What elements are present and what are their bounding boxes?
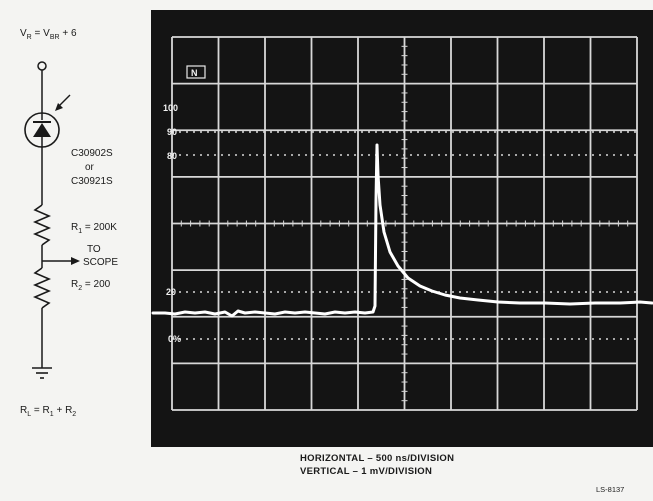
photodiode-icon <box>24 94 71 148</box>
axis-caption: HORIZONTAL – 500 ns/DIVISION VERTICAL – … <box>300 452 454 478</box>
scope-label-1: TO <box>87 244 101 255</box>
scope-badge: N <box>191 68 198 78</box>
r1-label: R1 = 200K <box>71 222 117 235</box>
label-100: 100 <box>163 103 178 113</box>
resistor-r1-icon <box>32 204 52 246</box>
label-20: 20 <box>166 287 176 297</box>
r2-label: R2 = 200 <box>71 279 111 292</box>
vertical-scale: VERTICAL – 1 mV/DIVISION <box>300 466 433 477</box>
signal-trace <box>151 143 653 318</box>
ground-icon <box>32 367 52 379</box>
device-part-2: C30921S <box>71 176 113 187</box>
label-90: 90 <box>167 127 177 137</box>
rl-equation: RL = R1 + R2 <box>20 405 76 418</box>
label-0: 0% <box>168 334 181 344</box>
circuit-schematic: VR = VBR + 6 C30902S or C30921S R1 = 200… <box>20 28 118 418</box>
scope-background <box>151 10 653 447</box>
scope-grid <box>171 36 638 411</box>
scope-badge-box <box>186 65 206 79</box>
device-or: or <box>85 162 95 173</box>
figure-id: LS-8137 <box>596 485 625 494</box>
device-part-1: C30902S <box>71 148 113 159</box>
bias-voltage-label: VR = VBR + 6 <box>20 28 77 41</box>
oscilloscope-screen: 100 90 80 20 0% N <box>151 10 653 447</box>
resistor-r2-icon <box>32 267 52 309</box>
scope-label-2: SCOPE <box>83 257 118 268</box>
terminal-node-icon <box>37 61 47 71</box>
label-80: 80 <box>167 151 177 161</box>
horizontal-scale: HORIZONTAL – 500 ns/DIVISION <box>300 453 455 464</box>
scope-arrow-icon <box>71 257 80 265</box>
